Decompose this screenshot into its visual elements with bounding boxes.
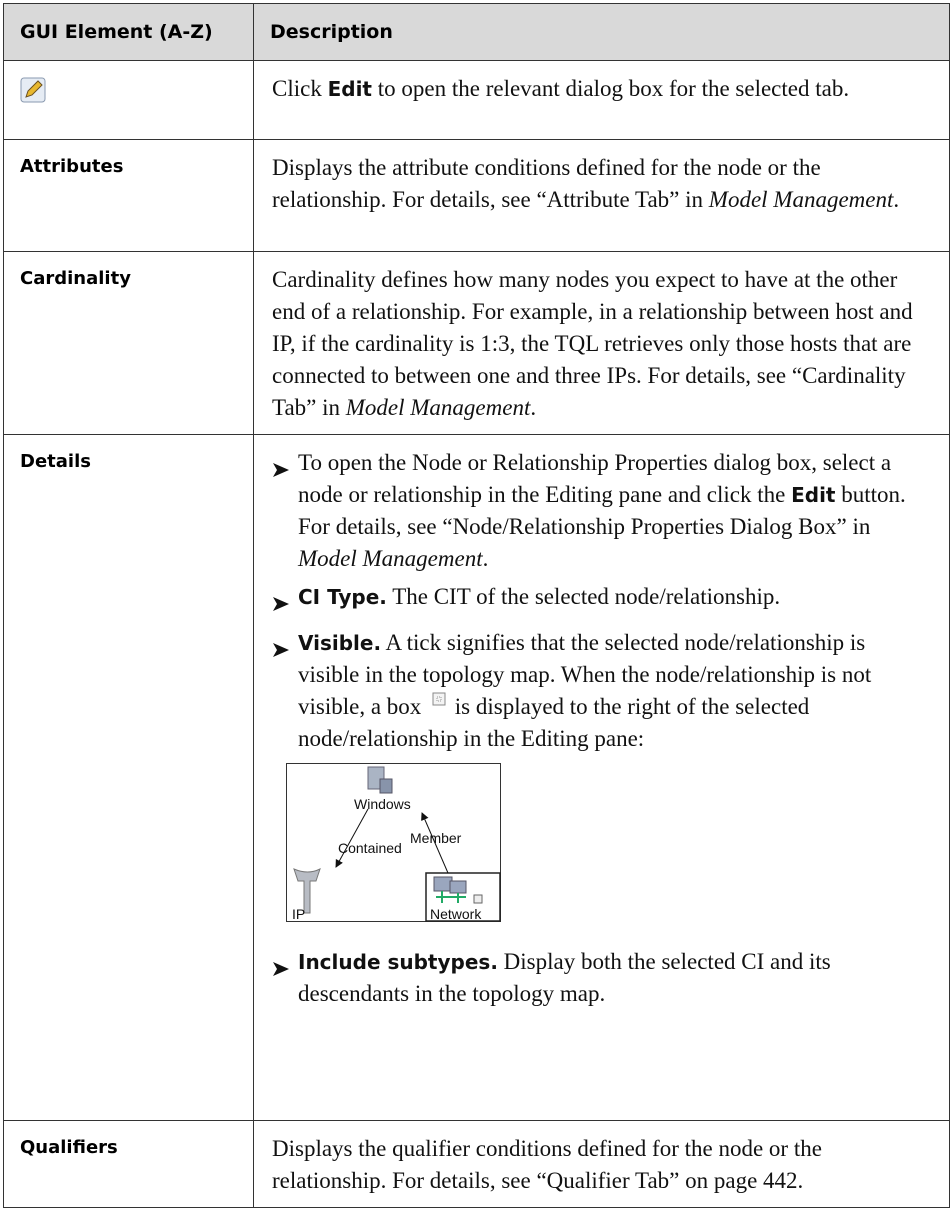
network-icon [433, 876, 453, 892]
bullet-marker [273, 597, 289, 611]
element-name: Attributes [20, 156, 124, 177]
header-row: GUI Element (A-Z) Description [3, 3, 950, 61]
element-cell [3, 60, 254, 140]
text: Display both the selected CI and its des… [298, 949, 831, 1006]
topology-figure: Windows Contained Member IP Network [286, 763, 501, 922]
paragraph: Click Edit to open the relevant dialog b… [272, 73, 931, 105]
ip-icon [293, 868, 321, 914]
paragraph: Displays the attribute conditions define… [272, 152, 931, 216]
bold-text: CI Type. [298, 585, 387, 609]
bold-text: Visible. [298, 631, 382, 655]
header-cell: GUI Element (A-Z) [3, 3, 254, 61]
text: Displays the attribute conditions define… [272, 155, 821, 212]
network-icon [449, 880, 467, 894]
edit-icon [20, 77, 46, 103]
bullet-marker-wrap [272, 627, 298, 755]
bullet-item: Visible. A tick signifies that the selec… [272, 627, 931, 755]
hidden-box-icon [432, 692, 446, 706]
description-cell: Displays the qualifier conditions define… [253, 1120, 950, 1208]
element-cell: Qualifiers [3, 1120, 254, 1208]
arrow [335, 808, 369, 868]
description-cell: Displays the attribute conditions define… [253, 139, 950, 252]
bullet-item: CI Type. The CIT of the selected node/re… [272, 581, 931, 621]
table-row: Details To open the Node or Relationship … [3, 434, 950, 1121]
network-lines [436, 891, 466, 903]
table-row: Attributes Displays the attribute conditi… [3, 139, 950, 252]
text: . [482, 546, 489, 571]
description-cell: Cardinality defines how many nodes you e… [253, 251, 950, 435]
element-cell: Details [3, 434, 254, 1121]
element-name: Qualifiers [20, 1137, 118, 1158]
text: To open the Node or Relationship Propert… [298, 450, 892, 507]
element-name: Details [20, 451, 91, 472]
text: Click [272, 76, 328, 101]
table-row: Cardinality Cardinality defines how many … [3, 251, 950, 435]
bullet-text: Visible. A tick signifies that the selec… [298, 627, 931, 755]
bullet-arrow [273, 643, 289, 657]
text: The CIT of the selected node/relationshi… [386, 584, 781, 609]
bullet-arrow [273, 962, 289, 976]
figure-label: Contained [338, 840, 402, 856]
table-body: Click Edit to open the relevant dialog b… [3, 60, 950, 1208]
italic-text: Model Management [708, 187, 894, 212]
figure-border [286, 763, 501, 922]
bold-text: Edit [327, 77, 372, 101]
bullet-text: Include subtypes. Display both the selec… [298, 946, 931, 1010]
bullet-marker-wrap [272, 581, 298, 621]
italic-text: Model Management [345, 395, 531, 420]
text: A tick signifies that the selected node/… [298, 630, 872, 719]
paragraph: Cardinality defines how many nodes you e… [272, 264, 931, 424]
text: Cardinality defines how many nodes you e… [272, 267, 913, 420]
icon-box [432, 692, 446, 706]
icon-dot [436, 696, 442, 702]
description-cell: Click Edit to open the relevant dialog b… [253, 60, 950, 140]
text: . [893, 187, 900, 212]
network-box [425, 872, 501, 922]
figure-label: IP [292, 906, 305, 922]
text: button. For details, see “Node/Relations… [298, 482, 906, 539]
bullet-marker-wrap [272, 946, 298, 1010]
header-cell: Description [253, 3, 950, 61]
arrow [421, 812, 449, 874]
bullet-marker [273, 643, 289, 657]
bullet-arrow [273, 597, 289, 611]
element-cell: Attributes [3, 139, 254, 252]
bullet-arrow [273, 463, 289, 477]
description-cell: To open the Node or Relationship Propert… [253, 434, 950, 1121]
pencil [25, 80, 43, 98]
figure-label: Network [430, 906, 482, 922]
gui-table: GUI Element (A-Z) Description Click Edit… [3, 3, 950, 1208]
bullet-marker [273, 962, 289, 976]
italic-text: Model Management [298, 546, 483, 571]
bullet-item: To open the Node or Relationship Propert… [272, 447, 931, 575]
bullet-text: CI Type. The CIT of the selected node/re… [298, 581, 780, 621]
text: Displays the qualifier conditions define… [272, 1136, 822, 1193]
hidden-mark [473, 894, 483, 904]
bold-text: Include subtypes. [298, 950, 498, 974]
bullet-marker-wrap [272, 447, 298, 575]
text: to open the relevant dialog box for the … [372, 76, 850, 101]
table-row: Click Edit to open the relevant dialog b… [3, 60, 950, 140]
bullet-marker [273, 463, 289, 477]
bold-text: Edit [791, 483, 836, 507]
bullet-text: To open the Node or Relationship Propert… [298, 447, 931, 575]
table-row: Qualifiers Displays the qualifier conditi… [3, 1120, 950, 1208]
element-cell: Cardinality [3, 251, 254, 435]
figure-label: Windows [354, 796, 411, 812]
paragraph: Displays the qualifier conditions define… [272, 1133, 931, 1197]
bullet-item: Include subtypes. Display both the selec… [272, 946, 931, 1010]
figure-wrap: Windows Contained Member IP Network [286, 763, 931, 932]
server-icon [379, 778, 393, 794]
text: is displayed to the right of the selecte… [298, 694, 810, 751]
figure-label: Member [410, 830, 462, 846]
text: . [530, 395, 537, 420]
element-name: Cardinality [20, 268, 131, 289]
